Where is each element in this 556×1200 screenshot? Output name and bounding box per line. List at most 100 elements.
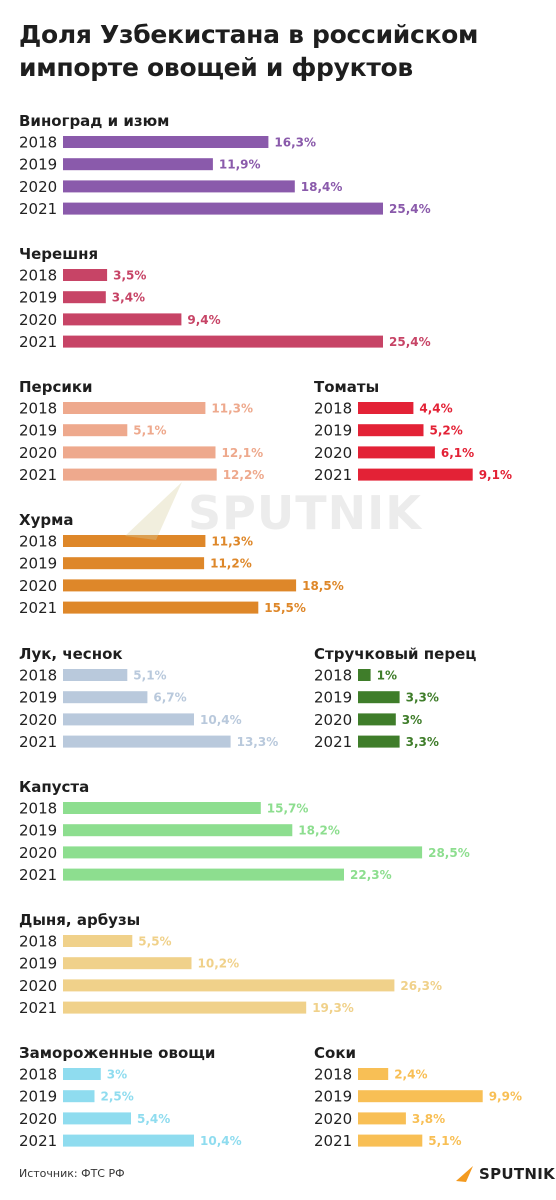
year-tick-label: 2021 <box>19 1132 57 1150</box>
year-tick-label: 2019 <box>314 1088 352 1106</box>
year-tick-label: 2019 <box>19 422 57 440</box>
panel-title: Капуста <box>19 778 89 796</box>
data-label: 11,3% <box>211 535 253 549</box>
chart-panel: Томаты 2018 4,4% 2019 5,2% 2020 6,1% 2021 9,1% <box>314 378 512 484</box>
data-label: 2,5% <box>101 1090 134 1104</box>
data-label: 18,2% <box>298 824 340 838</box>
data-label: 4,4% <box>419 402 452 416</box>
data-label: 3,4% <box>112 291 145 305</box>
data-label: 15,5% <box>264 601 306 615</box>
bar <box>358 713 396 726</box>
bar <box>63 1134 194 1147</box>
data-label: 3% <box>107 1068 127 1082</box>
data-label: 1% <box>377 669 397 683</box>
year-tick-label: 2021 <box>19 733 57 751</box>
data-label: 26,3% <box>400 979 442 993</box>
panel-title: Виноград и изюм <box>19 112 169 130</box>
year-tick-label: 2021 <box>19 599 57 617</box>
data-label: 18,4% <box>301 180 343 194</box>
year-tick-label: 2018 <box>314 400 352 418</box>
data-label: 11,9% <box>219 158 261 172</box>
year-tick-label: 2020 <box>19 711 57 729</box>
data-label: 25,4% <box>389 202 431 216</box>
year-tick-label: 2019 <box>314 689 352 707</box>
bar <box>63 669 128 681</box>
bar <box>63 979 395 992</box>
year-tick-label: 2018 <box>19 667 57 685</box>
year-tick-label: 2018 <box>19 134 57 152</box>
year-tick-label: 2020 <box>19 844 57 862</box>
bar <box>63 1001 307 1014</box>
source-note: Источник: ФТС РФ <box>19 1167 125 1180</box>
data-label: 13,3% <box>237 735 279 749</box>
data-label: 25,4% <box>389 335 431 349</box>
year-tick-label: 2020 <box>314 444 352 462</box>
year-tick-label: 2019 <box>19 822 57 840</box>
bar <box>63 202 383 215</box>
year-tick-label: 2019 <box>19 289 57 307</box>
year-tick-label: 2018 <box>19 1066 57 1084</box>
bar <box>63 846 423 859</box>
data-label: 19,3% <box>312 1001 354 1015</box>
sputnik-watermark: SPUTNIK <box>120 478 450 548</box>
bar <box>63 269 108 281</box>
sputnik-logo-icon <box>456 1166 473 1182</box>
bar <box>358 1068 389 1080</box>
data-label: 15,7% <box>267 802 309 816</box>
chart-panel: Виноград и изюм 2018 16,3% 2019 11,9% 2020 18,… <box>19 112 431 218</box>
year-tick-label: 2021 <box>19 466 57 484</box>
data-label: 18,5% <box>302 579 344 593</box>
year-tick-label: 2021 <box>19 200 57 218</box>
year-tick-label: 2019 <box>19 1088 57 1106</box>
chart-panel: Стручковый перец 2018 1% 2019 3,3% 2020 3% 2021… <box>314 645 476 751</box>
chart-panel: Хурма 2018 11,3% 2019 11,2% 2020 18,5% 2021 15,5… <box>19 511 344 617</box>
year-tick-label: 2018 <box>19 400 57 418</box>
data-label: 5,1% <box>428 1134 461 1148</box>
data-label: 12,2% <box>223 468 265 482</box>
year-tick-label: 2018 <box>19 267 57 285</box>
year-tick-label: 2021 <box>314 1132 352 1150</box>
bar <box>63 1112 131 1125</box>
chart-panel: Персики 2018 11,3% 2019 5,1% 2020 12,1% 2021 12,… <box>19 378 264 484</box>
chart-panel: Черешня 2018 3,5% 2019 3,4% 2020 9,4% 2021 25,4% <box>19 245 431 351</box>
data-label: 10,4% <box>200 713 242 727</box>
bar <box>358 468 473 481</box>
year-tick-label: 2021 <box>19 333 57 351</box>
year-tick-label: 2019 <box>19 689 57 707</box>
data-label: 11,3% <box>211 402 253 416</box>
data-label: 12,1% <box>222 446 264 460</box>
data-label: 3% <box>402 713 422 727</box>
panel-title: Томаты <box>314 378 379 396</box>
bar <box>63 601 259 614</box>
panel-title: Стручковый перец <box>314 645 476 663</box>
year-tick-label: 2018 <box>314 667 352 685</box>
chart-panel: Лук, чеснок 2018 5,1% 2019 6,7% 2020 10,4% 2021… <box>19 645 278 751</box>
bar <box>358 1090 483 1103</box>
data-label: 3,8% <box>412 1112 445 1126</box>
bar <box>63 713 194 726</box>
data-label: 3,3% <box>406 691 439 705</box>
bar <box>63 335 383 348</box>
bar <box>63 1090 95 1103</box>
data-label: 5,5% <box>138 935 171 949</box>
bar <box>63 579 297 592</box>
year-tick-label: 2020 <box>314 1110 352 1128</box>
panel-title: Персики <box>19 378 93 396</box>
bar <box>63 824 293 837</box>
year-tick-label: 2019 <box>19 955 57 973</box>
chart-panel: Дыня, арбузы 2018 5,5% 2019 10,2% 2020 26,3% 20… <box>19 911 442 1017</box>
data-label: 11,2% <box>210 557 252 571</box>
bar <box>63 291 106 304</box>
bar <box>63 957 192 970</box>
panel-title: Лук, чеснок <box>19 645 123 663</box>
bar <box>63 1068 101 1080</box>
bar <box>358 735 400 748</box>
bar <box>63 158 213 171</box>
data-label: 9,1% <box>479 468 512 482</box>
data-label: 5,2% <box>430 424 463 438</box>
bar <box>63 313 182 326</box>
year-tick-label: 2018 <box>19 533 57 551</box>
bar <box>358 402 414 414</box>
brand-logo: SPUTNIK <box>455 1163 555 1185</box>
